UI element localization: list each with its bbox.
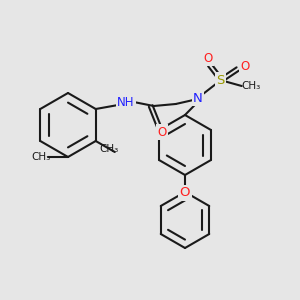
Text: S: S [217, 74, 225, 86]
Text: O: O [240, 59, 249, 73]
Text: O: O [180, 187, 190, 200]
Text: CH₃: CH₃ [32, 152, 51, 162]
Text: NH: NH [117, 95, 134, 109]
Text: CH₃: CH₃ [241, 81, 260, 91]
Text: N: N [193, 92, 202, 104]
Text: CH₃: CH₃ [99, 144, 118, 154]
Text: O: O [157, 125, 166, 139]
Text: O: O [203, 52, 212, 64]
